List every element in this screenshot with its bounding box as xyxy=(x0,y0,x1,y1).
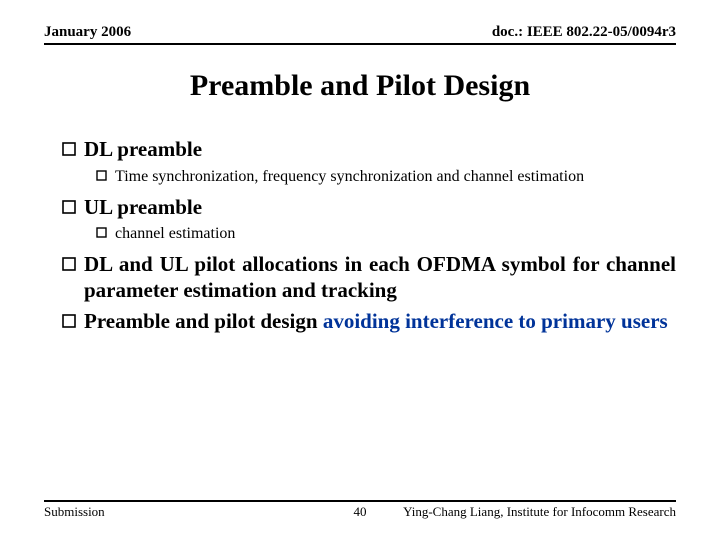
subbullet-text: Time synchronization, frequency synchron… xyxy=(115,167,676,187)
bullet-text: DL and UL pilot allocations in each OFDM… xyxy=(84,252,676,303)
square-bullet-icon xyxy=(62,314,76,335)
slide-title: Preamble and Pilot Design xyxy=(44,69,676,103)
square-bullet-icon xyxy=(96,227,107,244)
footer-rule xyxy=(44,500,676,502)
bullet-text: DL preamble xyxy=(84,137,676,163)
slide-footer: Submission 40 Ying-Chang Liang, Institut… xyxy=(44,500,676,520)
square-bullet-icon xyxy=(62,200,76,221)
bullet-ul-preamble: UL preamble xyxy=(44,195,676,221)
bullet-preamble-pilot-design: Preamble and pilot design avoiding inter… xyxy=(44,309,676,335)
bullet-text-plain: Preamble and pilot design xyxy=(84,309,323,333)
square-bullet-icon xyxy=(62,142,76,163)
header-date: January 2006 xyxy=(44,24,131,41)
bullet-text-accent: avoiding interference to primary users xyxy=(323,309,668,333)
square-bullet-icon xyxy=(62,257,76,303)
bullet-text: UL preamble xyxy=(84,195,676,221)
bullet-pilot-alloc: DL and UL pilot allocations in each OFDM… xyxy=(44,252,676,303)
subbullet-dl-sync: Time synchronization, frequency synchron… xyxy=(44,167,676,187)
footer-page-number: 40 xyxy=(44,504,676,520)
subbullet-ul-chanest: channel estimation xyxy=(44,224,676,244)
slide-header: January 2006 doc.: IEEE 802.22-05/0094r3 xyxy=(44,24,676,45)
bullet-text: Preamble and pilot design avoiding inter… xyxy=(84,309,676,335)
slide-content: DL preamble Time synchronization, freque… xyxy=(44,137,676,335)
subbullet-text: channel estimation xyxy=(115,224,676,244)
bullet-dl-preamble: DL preamble xyxy=(44,137,676,163)
square-bullet-icon xyxy=(96,170,107,187)
header-doc-id: doc.: IEEE 802.22-05/0094r3 xyxy=(492,24,676,41)
